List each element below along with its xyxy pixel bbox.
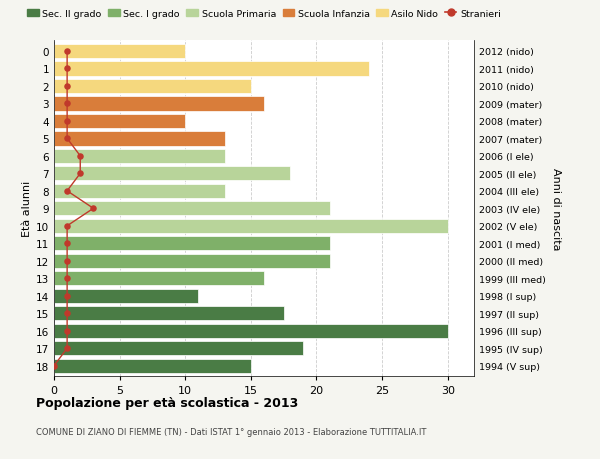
- Point: [49, 362, 59, 369]
- Y-axis label: Anni di nascita: Anni di nascita: [551, 168, 561, 250]
- Bar: [54, 184, 224, 199]
- Point: [62, 345, 72, 352]
- Bar: [54, 79, 251, 94]
- Bar: [54, 167, 290, 181]
- Bar: [54, 97, 264, 111]
- Bar: [54, 236, 329, 251]
- Point: [62, 83, 72, 90]
- Point: [62, 240, 72, 247]
- Bar: [54, 254, 329, 269]
- Point: [62, 66, 72, 73]
- Point: [89, 205, 98, 213]
- Point: [62, 135, 72, 143]
- Legend: Sec. II grado, Sec. I grado, Scuola Primaria, Scuola Infanzia, Asilo Nido, Stran: Sec. II grado, Sec. I grado, Scuola Prim…: [23, 6, 505, 22]
- Point: [62, 48, 72, 56]
- Bar: [54, 45, 185, 59]
- Y-axis label: Età alunni: Età alunni: [22, 181, 32, 237]
- Bar: [54, 341, 304, 356]
- Bar: [54, 132, 224, 146]
- Bar: [54, 289, 199, 303]
- Bar: [54, 271, 264, 286]
- Text: COMUNE DI ZIANO DI FIEMME (TN) - Dati ISTAT 1° gennaio 2013 - Elaborazione TUTTI: COMUNE DI ZIANO DI FIEMME (TN) - Dati IS…: [36, 427, 427, 436]
- Point: [76, 153, 85, 160]
- Bar: [54, 114, 185, 129]
- Bar: [54, 324, 448, 338]
- Bar: [54, 62, 369, 76]
- Point: [62, 188, 72, 195]
- Point: [62, 310, 72, 317]
- Point: [62, 118, 72, 125]
- Point: [62, 257, 72, 265]
- Point: [62, 101, 72, 108]
- Point: [62, 223, 72, 230]
- Bar: [54, 202, 329, 216]
- Bar: [54, 219, 448, 234]
- Bar: [54, 307, 284, 321]
- Bar: [54, 359, 251, 373]
- Point: [76, 170, 85, 178]
- Point: [62, 292, 72, 300]
- Text: Popolazione per età scolastica - 2013: Popolazione per età scolastica - 2013: [36, 396, 298, 409]
- Point: [62, 327, 72, 335]
- Point: [62, 275, 72, 282]
- Bar: [54, 149, 224, 164]
